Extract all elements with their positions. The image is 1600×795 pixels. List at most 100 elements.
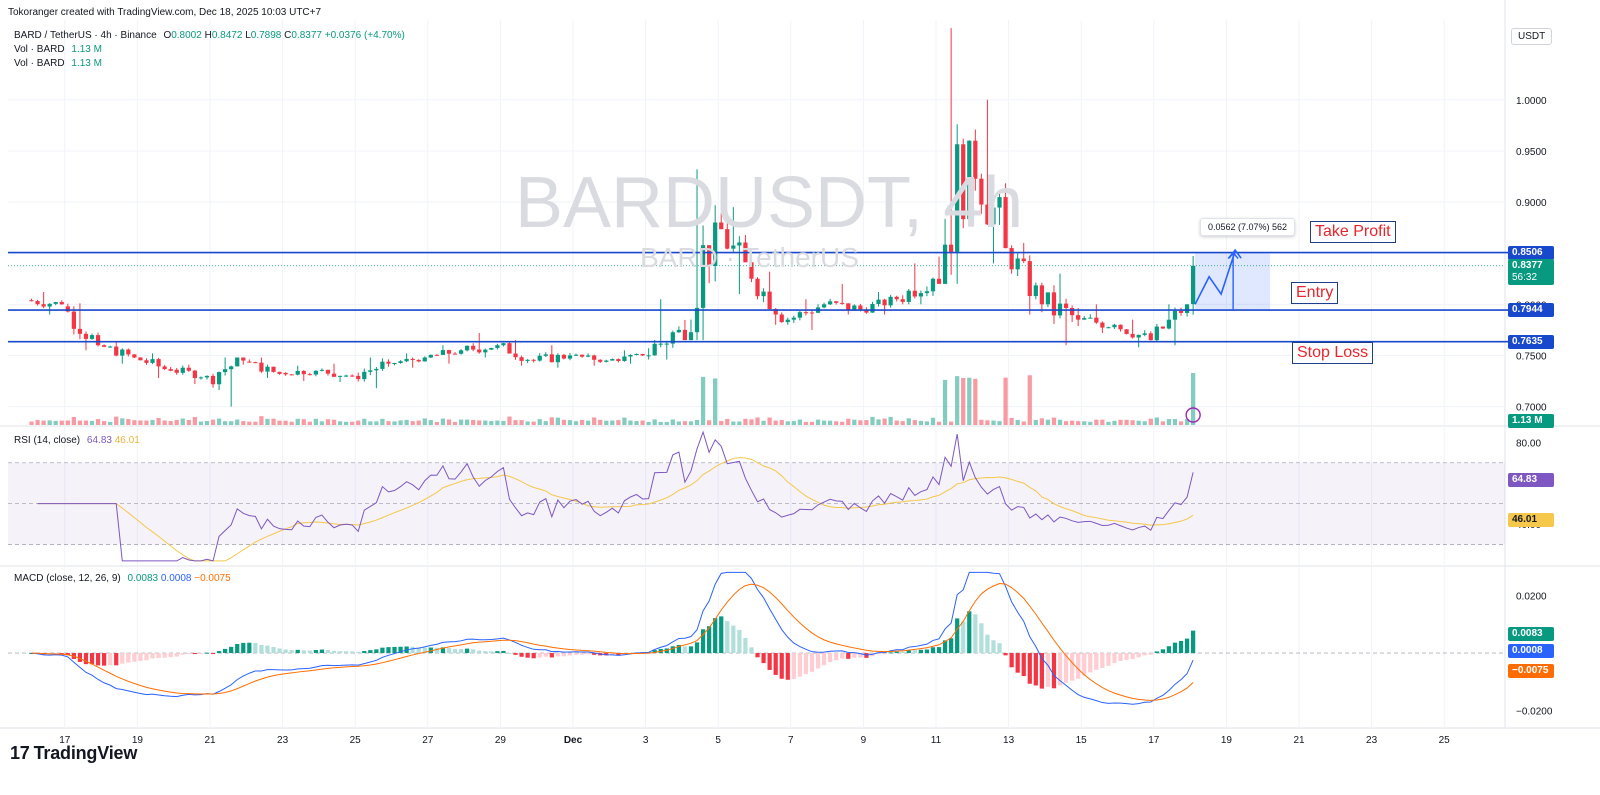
candle-body [392, 362, 397, 364]
macd-histogram-bar [967, 611, 972, 654]
macd-histogram-bar [307, 650, 312, 654]
volume-legend-2[interactable]: Vol · BARD 1.13 M [14, 57, 102, 70]
last-price-tag: 0.8377 56:32 [1508, 258, 1554, 285]
volume-bar [416, 420, 421, 425]
macd-histogram-bar [1039, 653, 1044, 689]
macd-histogram-bar [755, 653, 760, 658]
volume-legend-1[interactable]: Vol · BARD 1.13 M [14, 43, 102, 56]
candle-body [1009, 248, 1014, 270]
macd-histogram-bar [223, 648, 228, 654]
candle-body [725, 229, 730, 249]
candle-body [1178, 310, 1184, 313]
volume-bar [350, 421, 355, 425]
candle-body [579, 354, 585, 357]
candle-body [737, 242, 742, 246]
price-tags: 0.8506 0.8377 56:32 0.7944 0.7635 1.13 M… [1508, 0, 1554, 795]
macd-histogram-bar [852, 653, 857, 658]
volume-bar [664, 421, 669, 425]
macd-legend[interactable]: MACD (close, 12, 26, 9) 0.0083 0.0008 −0… [14, 572, 231, 585]
volume-bar [235, 419, 240, 425]
candle-body [301, 370, 306, 375]
macd-histogram-bar [247, 642, 252, 654]
grid-lines [0, 0, 1600, 729]
macd-histogram-bar [356, 652, 361, 654]
entry-price-tag: 0.7944 [1508, 303, 1554, 318]
macd-histogram-bar [894, 651, 899, 654]
entry-label[interactable]: Entry [1291, 282, 1339, 304]
volume-bar [894, 420, 899, 425]
candle-body [622, 356, 627, 362]
macd-histogram-bar [942, 640, 948, 654]
candle-body [700, 245, 706, 308]
macd-histogram-bar [876, 653, 881, 655]
macd-histogram-bar [325, 649, 331, 654]
rsi-legend[interactable]: RSI (14, close) 64.83 46.01 [14, 434, 140, 447]
macd-histogram-bar [912, 650, 917, 654]
macd-histogram-bar [713, 618, 718, 654]
volume-bar [797, 419, 802, 425]
candle-body [1112, 324, 1117, 328]
candle-body [731, 245, 736, 249]
price-axis-label: 0.7000 [1516, 403, 1547, 414]
candle-body [350, 375, 355, 377]
symbol-title[interactable]: BARD / TetherUS · 4h · Binance [14, 30, 157, 41]
volume-bar [1172, 419, 1178, 425]
volume-bar [1100, 419, 1105, 425]
candle-body [501, 343, 506, 346]
volume-bar [700, 376, 706, 425]
volume-bar [1166, 419, 1172, 425]
volume-bar [912, 420, 917, 425]
candle-body [483, 349, 488, 353]
rsi-band [8, 462, 1505, 545]
volume-bar [713, 378, 718, 425]
high-label: H [204, 30, 212, 41]
volume-bar [1112, 420, 1117, 425]
macd-histogram-bar [719, 616, 724, 654]
candle-body [616, 359, 621, 362]
candle-body [519, 357, 524, 361]
volume-bar [646, 421, 651, 425]
volume-bar [452, 421, 458, 425]
symbol-legend[interactable]: BARD / TetherUS · 4h · Binance O0.8002 H… [14, 29, 405, 42]
stop-loss-label[interactable]: Stop Loss [1292, 342, 1374, 364]
candle-body [1088, 317, 1093, 319]
macd-hist-value: 0.0083 [127, 573, 159, 584]
candle-body [440, 350, 446, 355]
candle-body [797, 312, 802, 318]
high-value: 0.8472 [211, 30, 243, 41]
macd-histogram-bar [271, 647, 276, 654]
candle-body [144, 360, 149, 363]
volume-bar [1027, 375, 1032, 425]
macd-histogram-bar [392, 646, 397, 654]
candle-body [356, 375, 361, 380]
macd-histogram-bar [434, 647, 439, 654]
volume-bar [809, 421, 815, 425]
currency-button[interactable]: USDT [1511, 28, 1553, 45]
time-axis-label: 17 [1148, 735, 1160, 746]
candle-body [598, 359, 603, 362]
macd-histogram-bar [313, 650, 318, 654]
candle-body [404, 358, 409, 362]
macd-histogram-bar [483, 651, 488, 654]
rsi-ma-tag: 46.01 [1508, 513, 1554, 527]
candle-body [162, 366, 167, 370]
volume-bar [1130, 420, 1135, 425]
candle-body [785, 319, 790, 323]
macd-histogram-bar [337, 651, 343, 654]
horizontal-levels[interactable] [8, 251, 1553, 343]
macd-histogram-bar [809, 653, 815, 672]
take-profit-label[interactable]: Take Profit [1310, 221, 1396, 243]
macd-histogram-bar [216, 651, 222, 654]
time-axis-label: 5 [715, 735, 721, 746]
volume-bar [567, 420, 573, 425]
macd-histogram-bar [495, 651, 500, 654]
macd-histogram-bar [1009, 653, 1014, 668]
macd-histogram-bar [567, 653, 573, 656]
candle-body [53, 302, 58, 304]
tradingview-logo[interactable]: 17 TradingView [10, 743, 137, 764]
candle-body [35, 301, 40, 305]
candle-body [749, 262, 754, 279]
volume-bar [259, 416, 264, 425]
macd-histogram-bar [779, 653, 784, 679]
